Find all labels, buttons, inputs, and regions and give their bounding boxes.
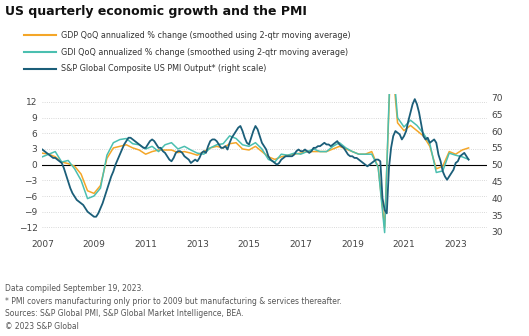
Text: US quarterly economic growth and the PMI: US quarterly economic growth and the PMI — [5, 5, 307, 18]
Text: * PMI covers manufacturing only prior to 2009 but manufacturing & services there: * PMI covers manufacturing only prior to… — [5, 297, 342, 306]
Text: Data compiled September 19, 2023.: Data compiled September 19, 2023. — [5, 284, 144, 293]
Text: © 2023 S&P Global: © 2023 S&P Global — [5, 322, 79, 331]
Text: GDI QoQ annualized % change (smoothed using 2-qtr moving average): GDI QoQ annualized % change (smoothed us… — [61, 48, 348, 56]
Text: GDP QoQ annualized % change (smoothed using 2-qtr moving average): GDP QoQ annualized % change (smoothed us… — [61, 31, 350, 40]
Text: S&P Global Composite US PMI Output* (right scale): S&P Global Composite US PMI Output* (rig… — [61, 65, 266, 73]
Text: Sources: S&P Global PMI, S&P Global Market Intelligence, BEA.: Sources: S&P Global PMI, S&P Global Mark… — [5, 309, 244, 319]
